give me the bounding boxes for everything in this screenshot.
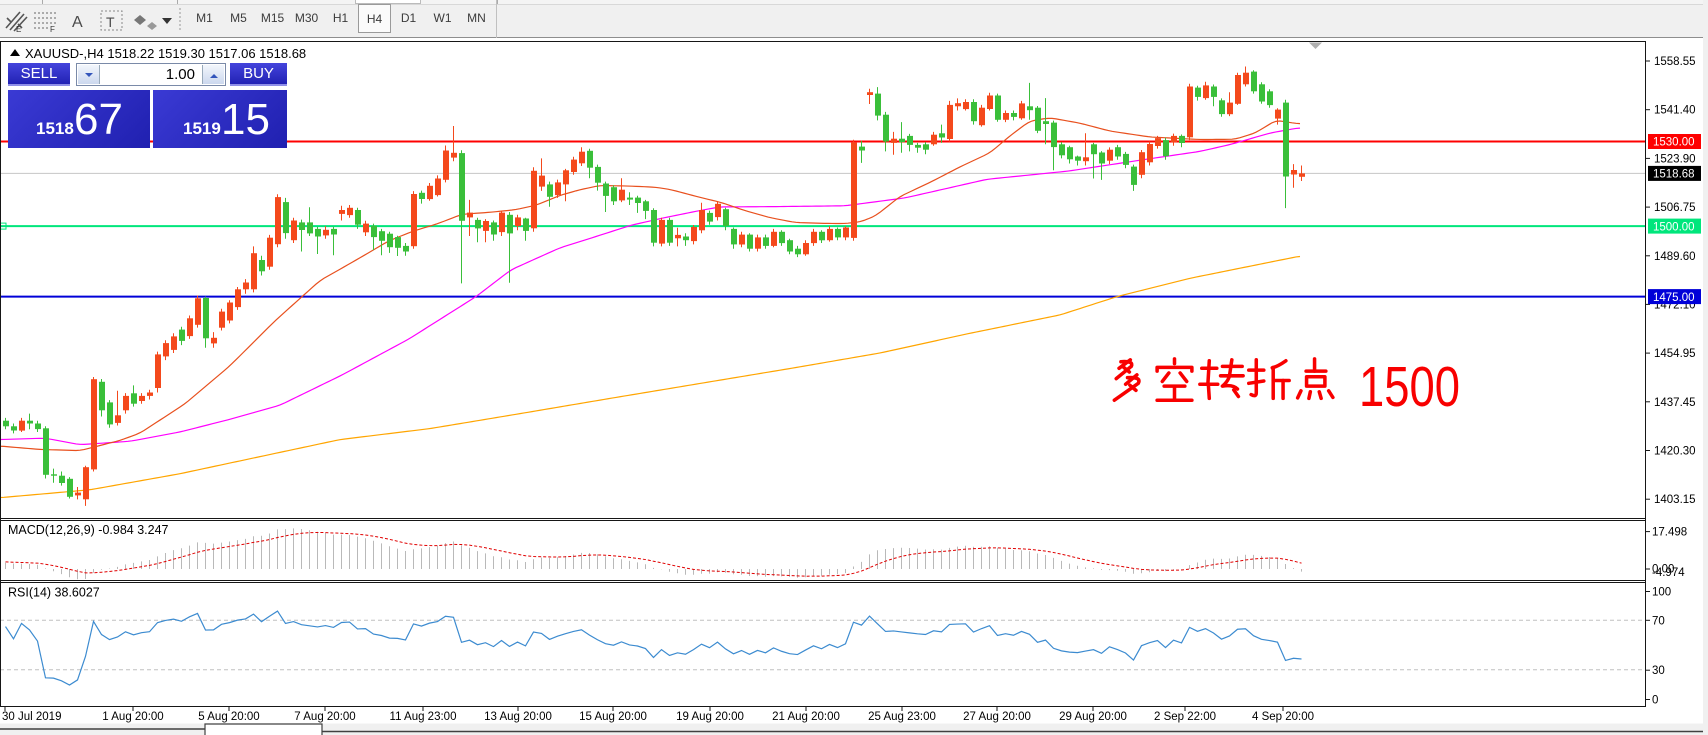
svg-text:XAUUSD-,H4 1518.22 1519.30 15: XAUUSD-,H4 1518.22 1519.30 1517.06 1518.…	[25, 46, 306, 61]
svg-text:25 Aug 23:00: 25 Aug 23:00	[868, 711, 936, 723]
svg-text:4 Sep 20:00: 4 Sep 20:00	[1252, 711, 1314, 723]
svg-text:11 Aug 23:00: 11 Aug 23:00	[390, 711, 457, 723]
svg-text:1558.55: 1558.55	[1654, 56, 1696, 68]
svg-text:1403.15: 1403.15	[1654, 494, 1696, 506]
svg-text:RSI(14) 38.6027: RSI(14) 38.6027	[8, 586, 100, 600]
svg-text:17.498: 17.498	[1652, 527, 1687, 539]
svg-text:1506.75: 1506.75	[1654, 202, 1696, 214]
svg-text:1475.00: 1475.00	[1653, 292, 1695, 304]
svg-text:29 Aug 20:00: 29 Aug 20:00	[1059, 711, 1127, 723]
svg-text:1420.30: 1420.30	[1654, 446, 1696, 458]
svg-text:1437.45: 1437.45	[1654, 397, 1696, 409]
svg-text:T: T	[106, 14, 115, 30]
svg-text:1454.95: 1454.95	[1654, 348, 1696, 360]
svg-text:30: 30	[1652, 665, 1665, 677]
svg-text:70: 70	[1652, 615, 1665, 627]
svg-text:5 Aug 20:00: 5 Aug 20:00	[198, 711, 259, 723]
svg-text:7 Aug 20:00: 7 Aug 20:00	[294, 711, 355, 723]
svg-text:2 Sep 22:00: 2 Sep 22:00	[1154, 711, 1216, 723]
svg-text:1500.00: 1500.00	[1653, 221, 1695, 233]
svg-text:1500: 1500	[1359, 355, 1460, 419]
svg-text:27 Aug 20:00: 27 Aug 20:00	[963, 711, 1031, 723]
svg-text:A: A	[72, 14, 83, 31]
svg-text:E: E	[16, 25, 21, 34]
svg-text:13 Aug 20:00: 13 Aug 20:00	[484, 711, 552, 723]
svg-text:1 Aug 20:00: 1 Aug 20:00	[102, 711, 163, 723]
svg-text:-4.974: -4.974	[1652, 567, 1685, 579]
svg-text:0: 0	[1652, 695, 1658, 707]
svg-text:1489.60: 1489.60	[1654, 251, 1696, 263]
svg-text:100: 100	[1652, 587, 1671, 599]
svg-text:F: F	[50, 25, 55, 34]
svg-text:1518.68: 1518.68	[1653, 169, 1695, 181]
svg-text:30 Jul 2019: 30 Jul 2019	[2, 711, 61, 723]
svg-text:1541.40: 1541.40	[1654, 105, 1696, 117]
svg-text:MACD(12,26,9) -0.984 3.247: MACD(12,26,9) -0.984 3.247	[8, 523, 169, 537]
svg-text:19 Aug 20:00: 19 Aug 20:00	[676, 711, 744, 723]
svg-text:1523.90: 1523.90	[1654, 153, 1696, 165]
svg-text:21 Aug 20:00: 21 Aug 20:00	[772, 711, 840, 723]
svg-text:15 Aug 20:00: 15 Aug 20:00	[579, 711, 647, 723]
svg-text:0.00: 0.00	[1652, 564, 1674, 576]
svg-text:1530.00: 1530.00	[1653, 137, 1695, 149]
